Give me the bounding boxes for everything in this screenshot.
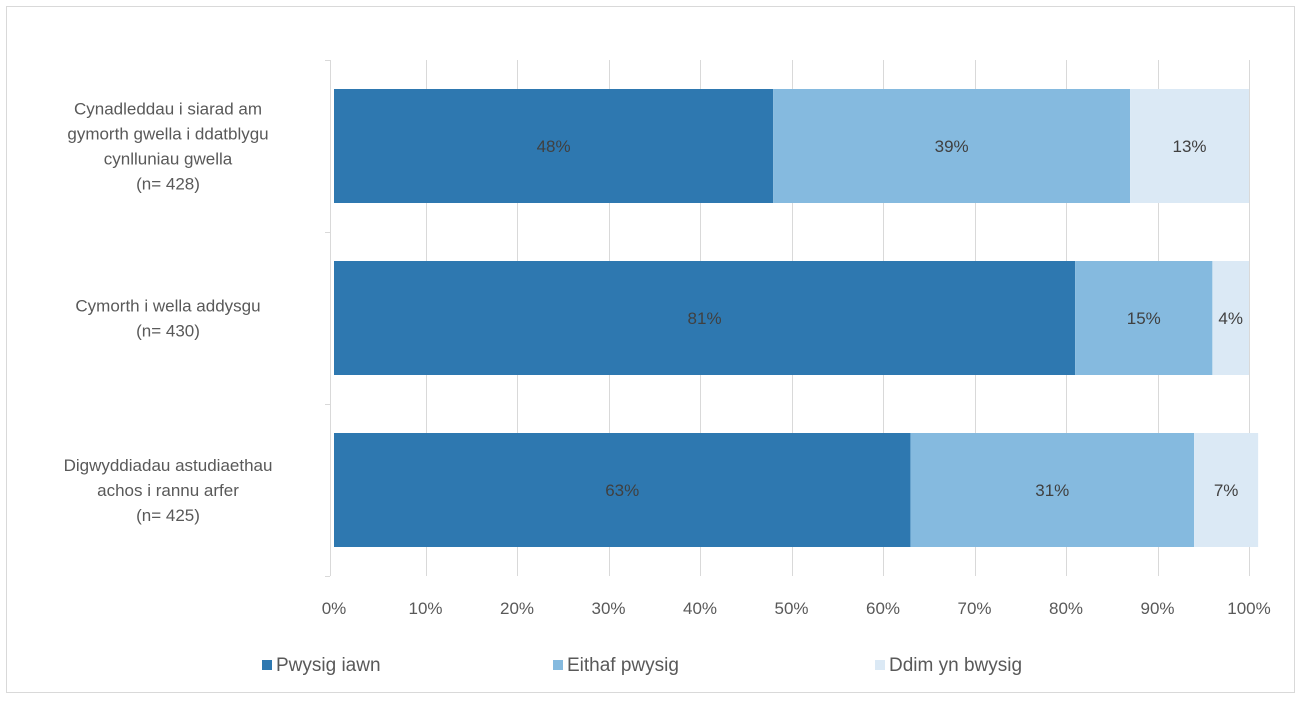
x-tick-label: 20% bbox=[500, 599, 534, 618]
data-label: 31% bbox=[1035, 481, 1069, 500]
x-tick-label: 70% bbox=[957, 599, 991, 618]
category-label: Cynadleddau i siarad am bbox=[74, 100, 262, 119]
bar-segment bbox=[334, 433, 911, 547]
legend-swatch bbox=[262, 660, 272, 670]
legend-label: Pwysig iawn bbox=[276, 655, 381, 676]
category-label: (n= 428) bbox=[136, 175, 200, 194]
data-label: 48% bbox=[537, 137, 571, 156]
x-tick-label: 60% bbox=[866, 599, 900, 618]
bar-segment bbox=[1194, 433, 1259, 547]
bar-segment bbox=[1075, 261, 1213, 375]
category-label: Cymorth i wella addysgu bbox=[75, 297, 260, 316]
bar-segment bbox=[1130, 89, 1249, 203]
bar-segment bbox=[773, 89, 1131, 203]
data-label: 13% bbox=[1173, 137, 1207, 156]
category-label: achos i rannu arfer bbox=[97, 481, 239, 500]
data-label: 15% bbox=[1127, 309, 1161, 328]
data-label: 39% bbox=[935, 137, 969, 156]
x-tick-label: 10% bbox=[408, 599, 442, 618]
data-label: 63% bbox=[605, 481, 639, 500]
category-label: gymorth gwella i ddatblygu bbox=[67, 125, 268, 144]
legend-swatch bbox=[875, 660, 885, 670]
category-label: cynlluniau gwella bbox=[104, 150, 233, 169]
x-tick-label: 50% bbox=[774, 599, 808, 618]
x-tick-label: 0% bbox=[322, 599, 347, 618]
bar-segment bbox=[1212, 261, 1249, 375]
data-label: 7% bbox=[1214, 481, 1239, 500]
x-tick-label: 40% bbox=[683, 599, 717, 618]
legend-label: Ddim yn bwysig bbox=[889, 655, 1022, 676]
category-label: (n= 430) bbox=[136, 322, 200, 341]
category-label: (n= 425) bbox=[136, 506, 200, 525]
bar-segment bbox=[334, 89, 774, 203]
x-tick-label: 30% bbox=[591, 599, 625, 618]
legend-label: Eithaf pwysig bbox=[567, 655, 679, 676]
x-tick-label: 100% bbox=[1227, 599, 1270, 618]
bar-segment bbox=[334, 261, 1076, 375]
legend-swatch bbox=[553, 660, 563, 670]
category-label: Digwyddiadau astudiaethau bbox=[64, 456, 273, 475]
x-tick-label: 80% bbox=[1049, 599, 1083, 618]
data-label: 81% bbox=[688, 309, 722, 328]
data-label: 4% bbox=[1218, 309, 1243, 328]
bar-segment bbox=[910, 433, 1195, 547]
x-tick-label: 90% bbox=[1140, 599, 1174, 618]
